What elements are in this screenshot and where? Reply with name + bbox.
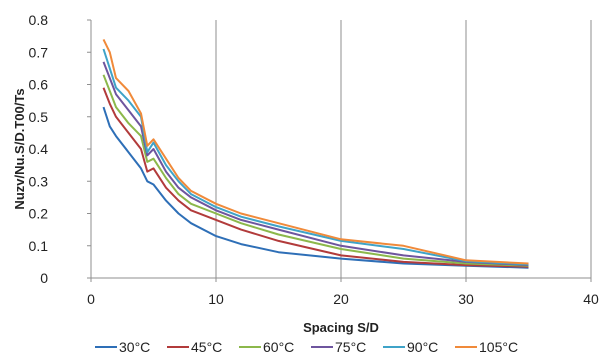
y-tick-label: 0.5 xyxy=(29,109,49,125)
x-tick-label: 30 xyxy=(458,291,474,307)
series-line-5 xyxy=(102,38,529,265)
y-tick-label: 0.7 xyxy=(29,44,49,60)
x-tick-label: 0 xyxy=(87,291,95,307)
y-tick-label: 0 xyxy=(40,270,48,286)
series-line-2 xyxy=(102,74,529,267)
y-tick-label: 0.3 xyxy=(29,173,49,189)
series-layer xyxy=(102,38,529,269)
series-line-3 xyxy=(102,61,529,267)
y-tick-label: 0.6 xyxy=(29,77,49,93)
y-tick-label: 0.8 xyxy=(29,12,49,28)
y-axis-title: Nuzv/Nu.S/D.T00/Ts xyxy=(12,88,27,209)
axis-layer xyxy=(87,19,592,282)
legend: 30°C 45°C 60°C 75°C 90°C 105°C xyxy=(95,339,518,355)
series-line-0 xyxy=(102,106,529,269)
series-line-1 xyxy=(102,87,529,268)
x-tick-label: 40 xyxy=(583,291,599,307)
y-tick-label: 0.4 xyxy=(29,141,49,157)
legend-label: 45°C xyxy=(191,339,222,355)
legend-label: 30°C xyxy=(119,339,150,355)
y-tick-label: 0.2 xyxy=(29,206,49,222)
legend-label: 60°C xyxy=(263,339,294,355)
x-axis-title: Spacing S/D xyxy=(303,320,379,335)
x-tick-label: 20 xyxy=(333,291,349,307)
tick-label-layer: 0 0.1 0.2 0.3 0.4 0.5 0.6 0.7 0.8 0 10 20 30 40 xyxy=(29,12,599,307)
series-line-4 xyxy=(102,48,529,266)
legend-label: 90°C xyxy=(407,339,438,355)
x-tick-label: 10 xyxy=(208,291,224,307)
y-tick-label: 0.1 xyxy=(29,238,49,254)
legend-label: 105°C xyxy=(479,339,518,355)
legend-label: 75°C xyxy=(335,339,366,355)
